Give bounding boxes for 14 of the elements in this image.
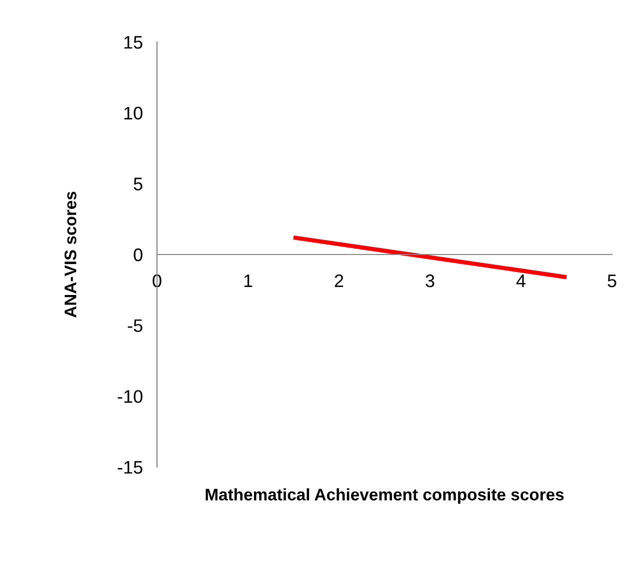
x-tick-label: 3 [426,274,434,288]
x-tick-label: 1 [244,274,252,288]
y-tick-label: 5 [134,178,142,190]
y-axis-title: ANA-VIS scores [64,192,76,318]
x-tick-label: 2 [334,274,344,288]
x-tick-label: 4 [516,274,526,288]
y-tick-label: -15 [118,461,142,474]
y-tick-label: -5 [128,319,142,332]
x-tick-label: 5 [608,274,616,288]
y-tick-label: 0 [134,248,142,262]
y-tick-label: 15 [124,36,142,49]
x-axis-title: Mathematical Achievement composite scores [206,488,564,504]
y-tick-label: 10 [124,106,142,120]
y-tick-label: -10 [118,390,142,403]
